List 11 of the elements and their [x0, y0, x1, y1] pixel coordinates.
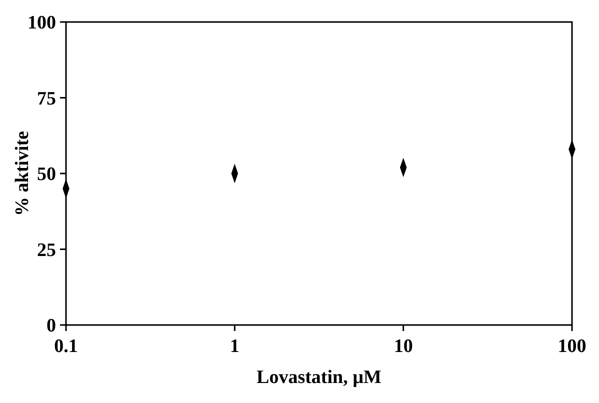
- x-axis-title: Lovastatin, µM: [256, 367, 382, 388]
- x-tick-label: 10: [394, 336, 413, 357]
- x-tick-label: 1: [230, 336, 240, 357]
- y-tick-label: 25: [37, 240, 56, 261]
- y-tick-label: 0: [46, 316, 56, 337]
- y-axis-title: % aktivite: [12, 131, 33, 216]
- x-tick-label: 0.1: [54, 336, 78, 357]
- y-tick-label: 75: [37, 88, 56, 110]
- x-tick-label: 100: [558, 336, 586, 357]
- y-tick-label: 100: [28, 12, 56, 34]
- y-tick-label: 50: [37, 164, 56, 186]
